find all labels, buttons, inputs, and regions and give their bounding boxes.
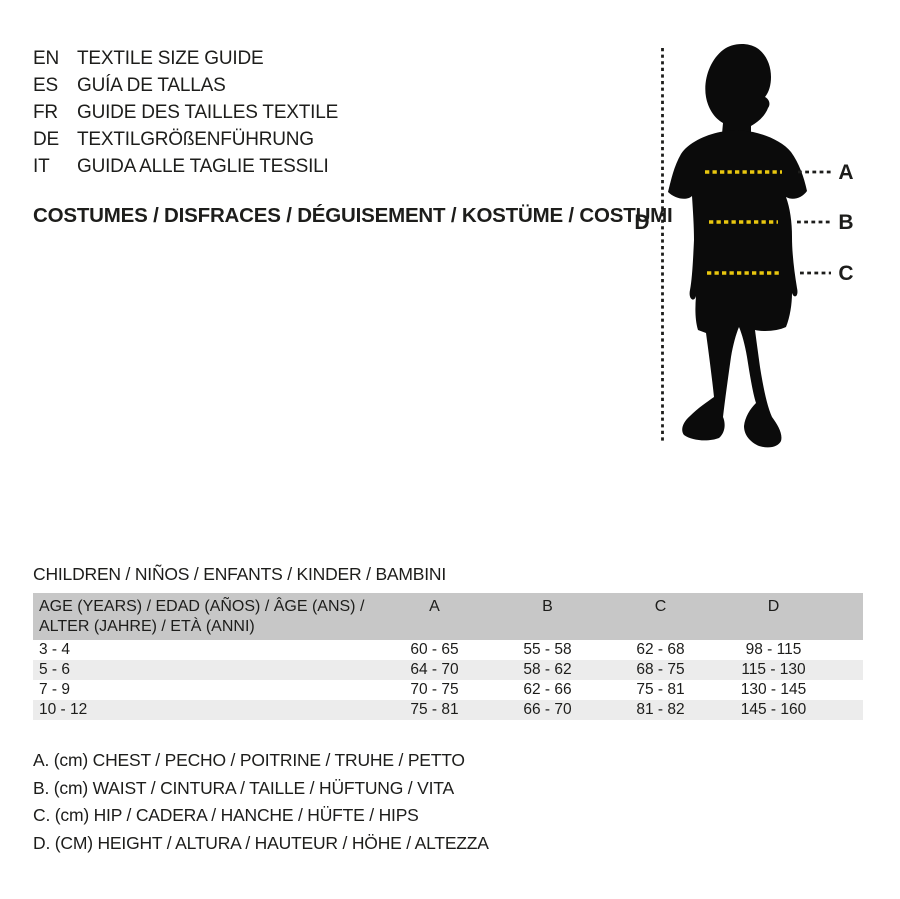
column-header-b: B xyxy=(542,598,553,615)
chest-label: A xyxy=(838,161,853,184)
height-cell: 98 - 115 xyxy=(745,641,802,658)
table-header-row: AGE (YEARS) / EDAD (AÑOS) / ÂGE (ANS) / … xyxy=(33,593,863,640)
chest-cell: 70 - 75 xyxy=(410,681,459,698)
table-row: 3 - 4 60 - 65 55 - 58 62 - 68 98 - 115 xyxy=(33,640,863,660)
legend-line-chest: A. (cm) CHEST / PECHO / POITRINE / TRUHE… xyxy=(33,750,465,770)
language-code: DE xyxy=(33,129,59,150)
waist-cell: 62 - 66 xyxy=(523,681,572,698)
language-row: IT GUIDA ALLE TAGLIE TESSILI xyxy=(33,153,338,180)
silhouette-body xyxy=(668,130,807,448)
language-code: FR xyxy=(33,102,58,123)
language-title-list: EN TEXTILE SIZE GUIDE ES GUÍA DE TALLAS … xyxy=(33,45,338,180)
hip-cell: 75 - 81 xyxy=(636,681,685,698)
legend-line-height: D. (CM) HEIGHT / ALTURA / HAUTEUR / HÖHE… xyxy=(33,832,489,853)
language-title: TEXTILE SIZE GUIDE xyxy=(77,48,264,69)
language-code: ES xyxy=(33,75,58,96)
age-header-line2: ALTER (JAHRE) / ETÀ (ANNI) xyxy=(39,618,255,635)
waist-cell: 55 - 58 xyxy=(523,641,572,658)
language-row: EN TEXTILE SIZE GUIDE xyxy=(33,45,338,72)
category-title: COSTUMES / DISFRACES / DÉGUISEMENT / KOS… xyxy=(33,204,673,227)
column-header-a: A xyxy=(429,598,440,615)
silhouette-head xyxy=(705,44,771,136)
chest-cell: 60 - 65 xyxy=(410,641,459,658)
language-code: EN xyxy=(33,48,59,69)
height-label: D xyxy=(634,211,649,234)
legend-line-waist: B. (cm) WAIST / CINTURA / TAILLE / HÜFTU… xyxy=(33,777,454,798)
language-title: TEXTILGRÖßENFÜHRUNG xyxy=(77,129,314,150)
waist-label: B xyxy=(838,211,853,234)
chest-cell: 75 - 81 xyxy=(410,701,459,718)
size-table: AGE (YEARS) / EDAD (AÑOS) / ÂGE (ANS) / … xyxy=(33,593,863,720)
hip-cell: 68 - 75 xyxy=(636,661,685,678)
column-header-d: D xyxy=(767,598,780,615)
language-row: DE TEXTILGRÖßENFÜHRUNG xyxy=(33,126,338,153)
measurement-legend: A. (cm) CHEST / PECHO / POITRINE / TRUHE… xyxy=(33,747,489,857)
age-column-header: AGE (YEARS) / EDAD (AÑOS) / ÂGE (ANS) / … xyxy=(33,597,378,640)
height-cell: 145 - 160 xyxy=(740,701,807,718)
table-row: 7 - 9 70 - 75 62 - 66 75 - 81 130 - 145 xyxy=(33,680,863,700)
language-code: IT xyxy=(33,156,50,177)
language-row: FR GUIDE DES TAILLES TEXTILE xyxy=(33,99,338,126)
measurement-figure: D A B C xyxy=(610,30,900,460)
section-title-children: CHILDREN / NIÑOS / ENFANTS / KINDER / BA… xyxy=(33,564,447,584)
height-cell: 130 - 145 xyxy=(740,681,807,698)
waist-cell: 58 - 62 xyxy=(523,661,572,678)
language-title: GUIDA ALLE TAGLIE TESSILI xyxy=(77,156,329,177)
age-cell: 3 - 4 xyxy=(39,641,71,658)
language-title: GUIDE DES TAILLES TEXTILE xyxy=(77,102,339,123)
age-cell: 10 - 12 xyxy=(39,701,88,718)
legend-line-hip: C. (cm) HIP / CADERA / HANCHE / HÜFTE / … xyxy=(33,805,419,825)
hip-label: C xyxy=(838,262,853,285)
chest-cell: 64 - 70 xyxy=(410,661,459,678)
table-row: 10 - 12 75 - 81 66 - 70 81 - 82 145 - 16… xyxy=(33,700,863,720)
age-cell: 5 - 6 xyxy=(39,661,71,678)
height-cell: 115 - 130 xyxy=(741,661,806,678)
column-header-c: C xyxy=(654,598,667,615)
age-cell: 7 - 9 xyxy=(39,681,71,698)
age-header-line1: AGE (YEARS) / EDAD (AÑOS) / ÂGE (ANS) / xyxy=(39,598,365,615)
hip-cell: 81 - 82 xyxy=(636,701,685,718)
measurement-figure-svg: D A B C xyxy=(634,44,854,448)
hip-cell: 62 - 68 xyxy=(636,641,685,658)
child-silhouette-icon xyxy=(668,44,807,448)
language-title: GUÍA DE TALLAS xyxy=(77,75,226,96)
language-row: ES GUÍA DE TALLAS xyxy=(33,72,338,99)
table-row: 5 - 6 64 - 70 58 - 62 68 - 75 115 - 130 xyxy=(33,660,863,680)
waist-cell: 66 - 70 xyxy=(523,701,572,718)
